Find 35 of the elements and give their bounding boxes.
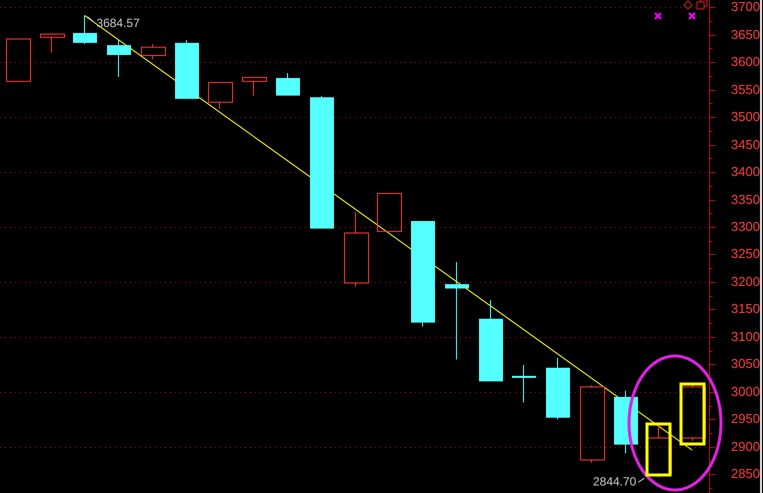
candlestick bbox=[445, 262, 469, 360]
y-tick-label: 3550 bbox=[731, 82, 760, 98]
candlestick bbox=[276, 72, 300, 96]
candlestick bbox=[73, 15, 97, 44]
y-tick-label: 2850 bbox=[731, 466, 760, 482]
candlestick bbox=[411, 220, 435, 327]
y-tick-label: 3000 bbox=[731, 384, 760, 400]
y-tick-label: 3200 bbox=[731, 274, 760, 290]
annotation: 2844.70 bbox=[592, 474, 637, 489]
y-tick-label: 3300 bbox=[731, 219, 760, 234]
candlestick bbox=[344, 212, 369, 288]
y-tick-label: 3650 bbox=[731, 27, 760, 42]
candlestick bbox=[479, 300, 503, 382]
y-tick-label: 3100 bbox=[731, 329, 760, 344]
candlestick bbox=[175, 40, 199, 99]
y-tick-label: 3150 bbox=[731, 301, 760, 316]
y-tick-label: 3500 bbox=[731, 109, 760, 124]
y-tick-label: 2900 bbox=[731, 439, 760, 454]
candlestick bbox=[107, 40, 131, 78]
candlestick bbox=[141, 43, 166, 60]
candlestick bbox=[242, 76, 267, 96]
candlestick bbox=[310, 96, 334, 229]
candlestick bbox=[512, 364, 536, 403]
y-tick-label: 3600 bbox=[731, 54, 760, 70]
y-tick-label: 3700 bbox=[731, 0, 760, 14]
y-tick-label: 3350 bbox=[731, 192, 760, 208]
y-tick-label: 3400 bbox=[731, 164, 760, 180]
y-tick-label: 3450 bbox=[731, 137, 760, 152]
y-tick-label: 3050 bbox=[731, 356, 760, 372]
annotation: 3684.57 bbox=[96, 16, 140, 30]
candlestick bbox=[546, 357, 570, 420]
y-tick-label: 3250 bbox=[731, 246, 760, 262]
y-tick-label: 2950 bbox=[731, 411, 760, 426]
candlestick bbox=[208, 82, 233, 110]
candlestick bbox=[40, 34, 65, 54]
